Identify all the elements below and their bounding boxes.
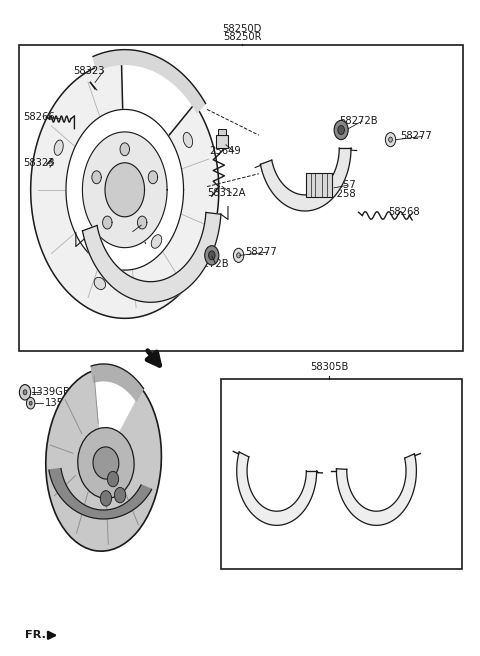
Text: 58250R: 58250R <box>223 32 262 43</box>
Ellipse shape <box>183 133 192 148</box>
Ellipse shape <box>78 428 134 499</box>
Polygon shape <box>94 367 142 460</box>
Bar <box>218 129 226 135</box>
Ellipse shape <box>94 277 106 289</box>
Bar <box>216 135 228 148</box>
Text: 58266: 58266 <box>24 112 55 122</box>
Circle shape <box>29 401 32 405</box>
Text: 25649: 25649 <box>209 146 241 156</box>
Circle shape <box>208 251 215 260</box>
Text: 58251L: 58251L <box>108 226 145 237</box>
Text: 1339GB: 1339GB <box>31 387 71 398</box>
Circle shape <box>114 487 126 503</box>
Text: 58323: 58323 <box>73 66 105 76</box>
Circle shape <box>334 120 348 140</box>
Polygon shape <box>137 216 147 229</box>
Polygon shape <box>93 50 205 113</box>
Text: 58257: 58257 <box>324 180 357 190</box>
Polygon shape <box>92 171 101 184</box>
Text: 58305B: 58305B <box>310 361 348 372</box>
Circle shape <box>26 398 35 409</box>
Circle shape <box>23 390 27 395</box>
Text: 58258: 58258 <box>324 190 356 199</box>
Polygon shape <box>237 452 317 525</box>
Ellipse shape <box>93 447 119 479</box>
Text: FR.: FR. <box>24 630 46 640</box>
Polygon shape <box>105 163 144 216</box>
Bar <box>19 45 463 350</box>
Polygon shape <box>103 216 112 229</box>
Circle shape <box>100 491 111 506</box>
Ellipse shape <box>151 235 162 249</box>
Text: 58251R: 58251R <box>108 236 147 245</box>
Circle shape <box>389 137 393 142</box>
Polygon shape <box>83 132 167 247</box>
Text: 58272B: 58272B <box>191 258 229 269</box>
Text: 58312A: 58312A <box>207 188 246 198</box>
Circle shape <box>237 253 240 258</box>
Polygon shape <box>66 110 183 270</box>
Polygon shape <box>91 364 144 401</box>
Text: 58277: 58277 <box>245 247 276 257</box>
Text: 58272B: 58272B <box>339 116 377 126</box>
Ellipse shape <box>46 369 161 551</box>
Polygon shape <box>260 148 351 211</box>
Ellipse shape <box>54 140 63 155</box>
Circle shape <box>108 472 119 487</box>
Polygon shape <box>120 143 130 155</box>
Circle shape <box>19 384 31 400</box>
Text: 58277: 58277 <box>400 131 432 142</box>
Polygon shape <box>49 468 152 519</box>
Bar <box>221 379 462 569</box>
Bar <box>306 173 332 197</box>
Circle shape <box>338 125 345 134</box>
Circle shape <box>233 248 244 262</box>
Circle shape <box>204 246 219 265</box>
Polygon shape <box>83 213 221 302</box>
Polygon shape <box>31 61 219 318</box>
Polygon shape <box>148 171 157 184</box>
Text: 58268: 58268 <box>388 207 420 217</box>
Text: 58323: 58323 <box>24 158 55 169</box>
Polygon shape <box>336 454 416 525</box>
Circle shape <box>385 133 396 147</box>
Text: 1351AA: 1351AA <box>45 398 84 408</box>
Text: 58250D: 58250D <box>223 24 262 34</box>
